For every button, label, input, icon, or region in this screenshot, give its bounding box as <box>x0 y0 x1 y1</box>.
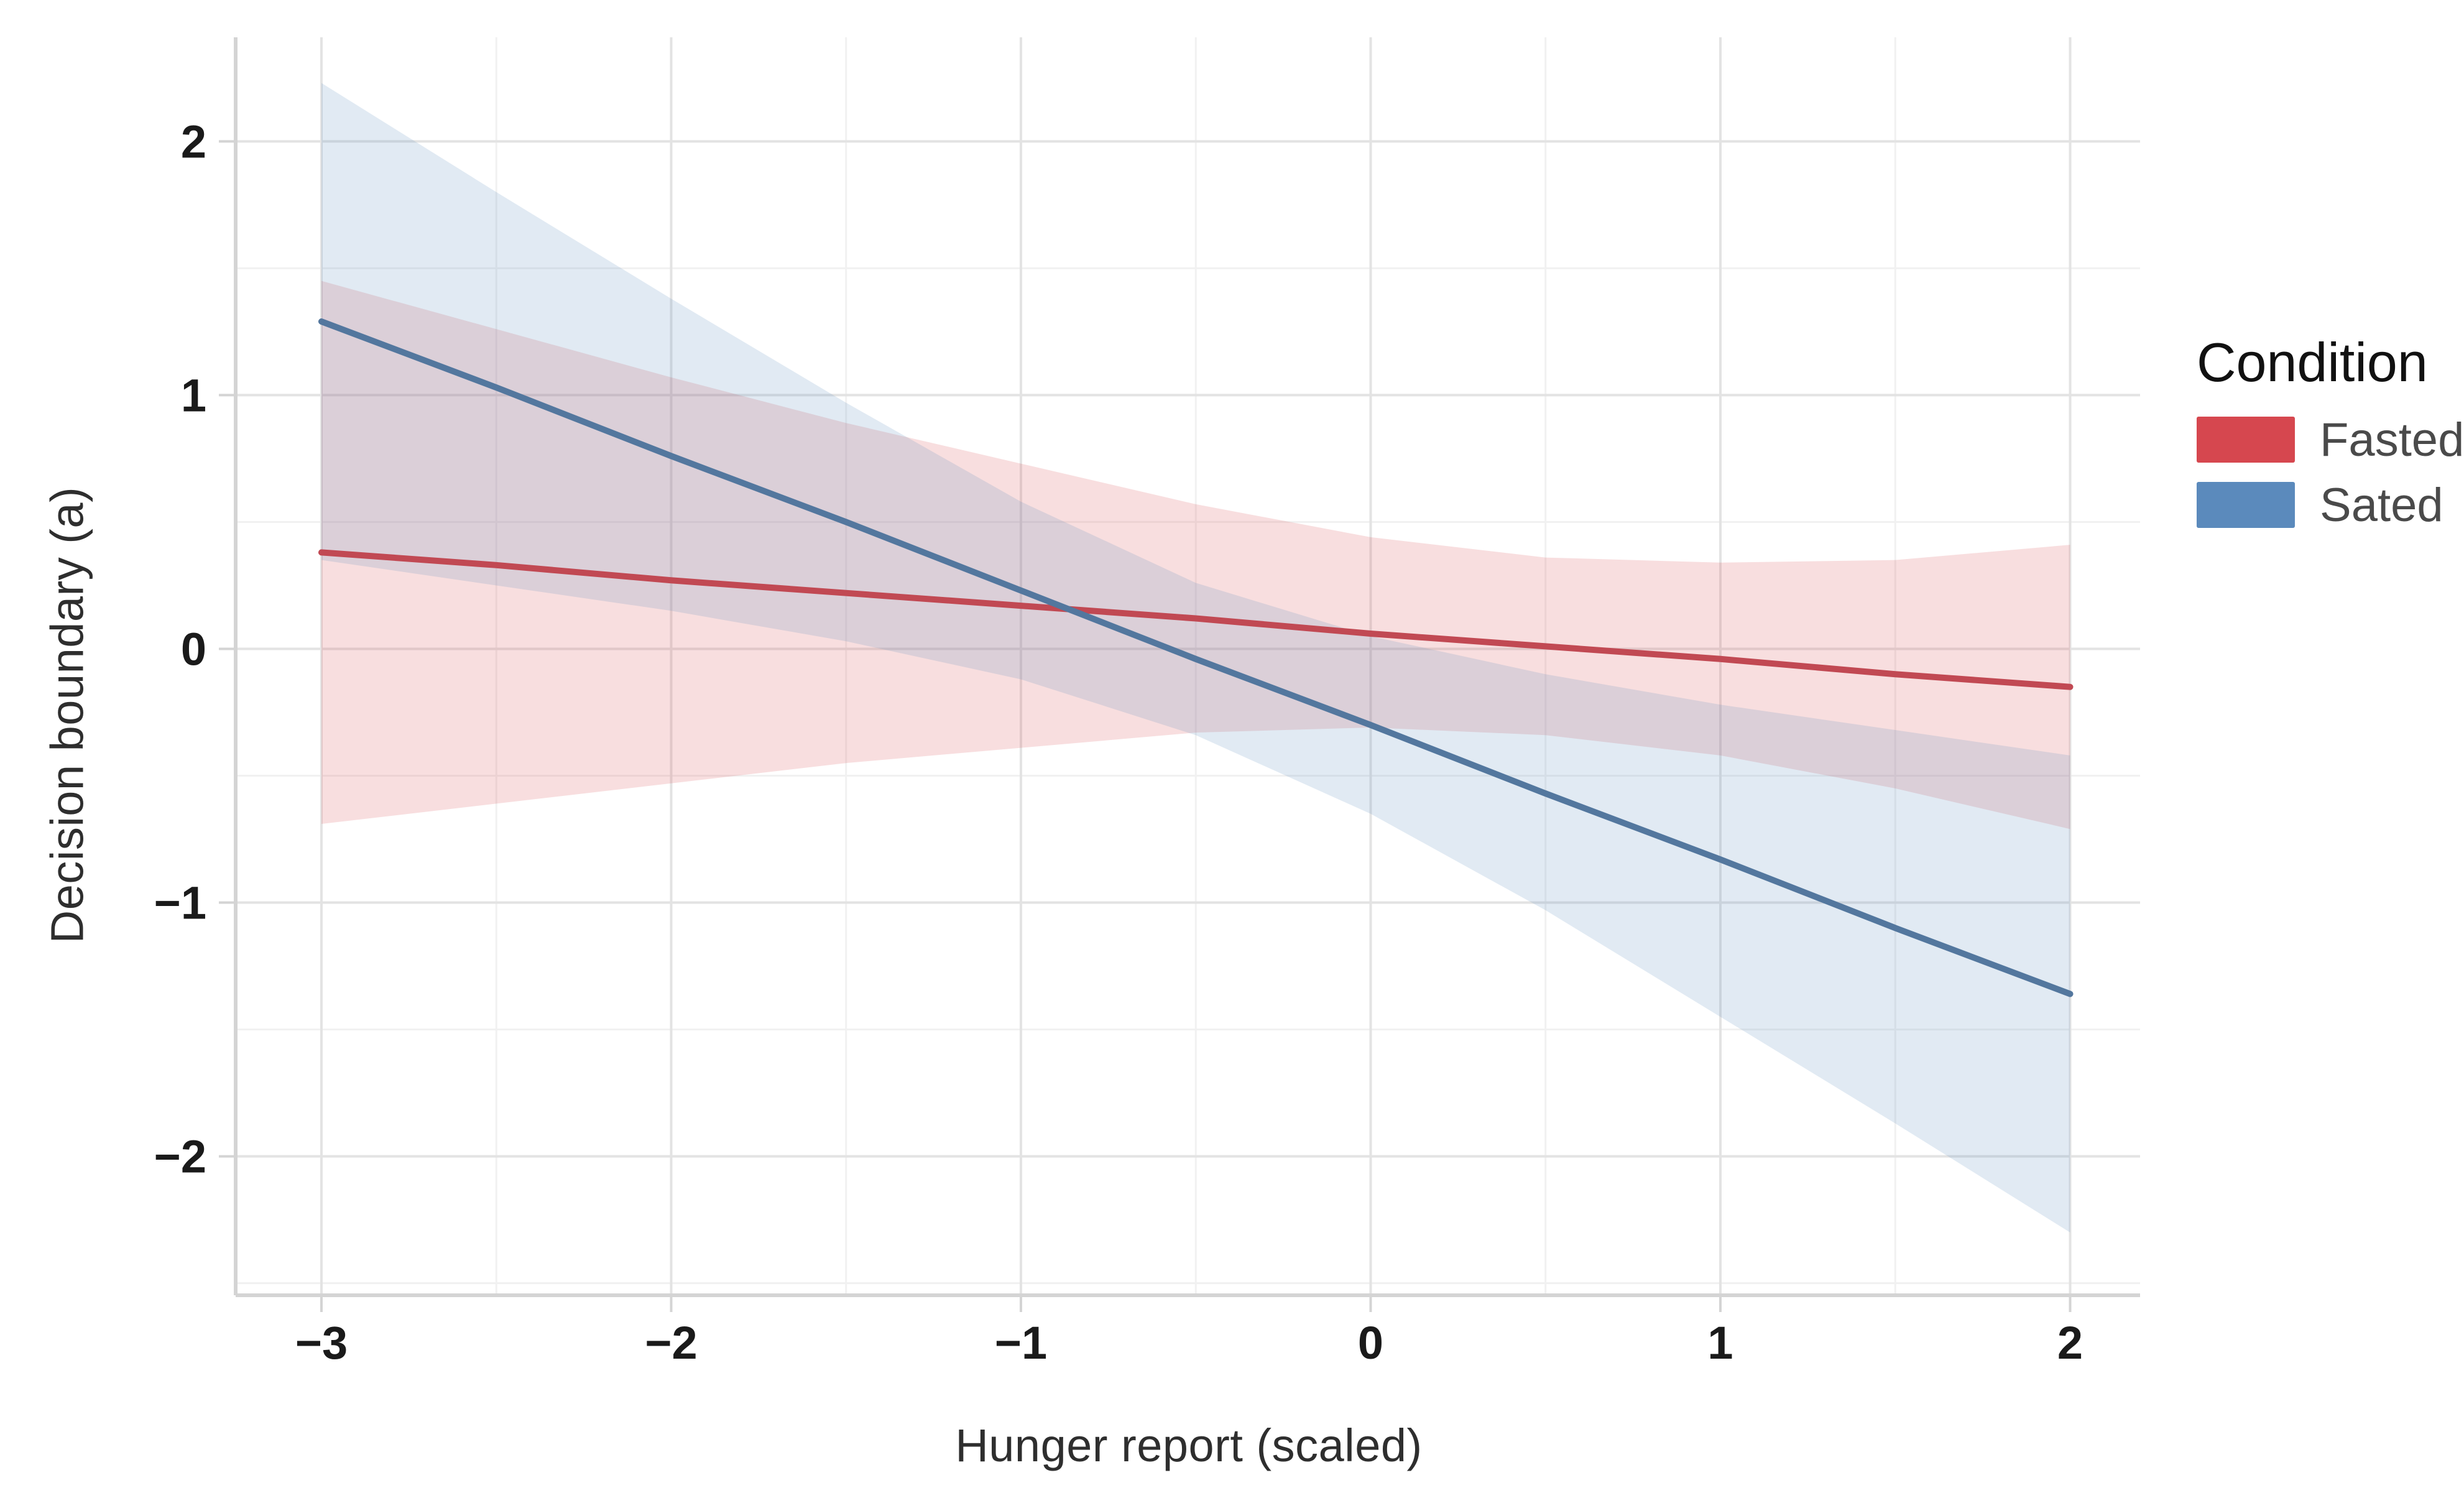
x-tick-label: −2 <box>645 1317 697 1369</box>
y-tick-label: −1 <box>154 877 206 929</box>
legend: Condition Fasted Sated <box>2197 331 2464 547</box>
x-axis-title: Hunger report (scaled) <box>955 1420 1423 1471</box>
y-tick-label: 0 <box>181 623 206 675</box>
x-tick-label: 2 <box>2057 1317 2083 1369</box>
y-tick-label: 2 <box>181 116 206 167</box>
trend-line-fasted <box>318 549 2074 690</box>
x-tick-label: −1 <box>995 1317 1047 1369</box>
x-tick-label: 1 <box>1707 1317 1733 1369</box>
legend-title: Condition <box>2197 331 2428 393</box>
legend-label-sated: Sated <box>2320 478 2443 532</box>
y-axis-title: Decision boundary (a) <box>41 486 93 944</box>
trend-line-sated <box>318 318 2074 997</box>
legend-label-fasted: Fasted <box>2320 413 2464 466</box>
x-tick-label: 0 <box>1358 1317 1383 1369</box>
x-tick-label: −3 <box>295 1317 348 1369</box>
fasted-color-swatch <box>2197 417 2295 463</box>
y-tick-label: −2 <box>154 1131 206 1183</box>
ci-band-fasted <box>321 280 2070 830</box>
sated-color-swatch <box>2197 482 2295 528</box>
y-tick-label: 1 <box>181 369 206 421</box>
legend-item-fasted: Fasted <box>2197 414 2464 466</box>
legend-item-sated: Sated <box>2197 479 2464 532</box>
